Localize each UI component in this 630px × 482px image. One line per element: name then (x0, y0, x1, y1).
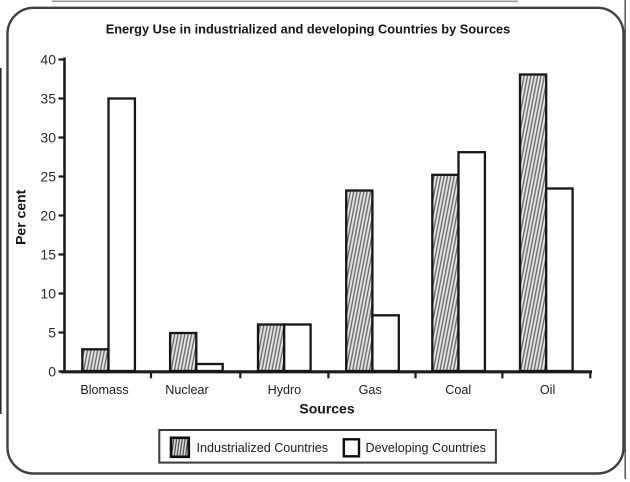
svg-text:0: 0 (48, 364, 56, 380)
svg-text:Gas: Gas (359, 383, 382, 397)
svg-text:Industrialized Countries: Industrialized Countries (197, 441, 329, 455)
svg-text:Energy Use in industrialized a: Energy Use in industrialized and develop… (106, 21, 511, 36)
svg-text:Oil: Oil (540, 383, 555, 397)
svg-text:10: 10 (40, 286, 56, 302)
svg-text:30: 30 (40, 130, 56, 146)
svg-text:5: 5 (48, 325, 56, 341)
svg-text:20: 20 (40, 208, 56, 224)
svg-text:Developing Countries: Developing Countries (366, 441, 486, 455)
svg-text:Blomass: Blomass (80, 383, 128, 397)
svg-text:Coal: Coal (445, 383, 471, 397)
svg-text:40: 40 (40, 52, 56, 68)
svg-text:Hydro: Hydro (268, 383, 302, 397)
svg-text:25: 25 (40, 169, 56, 185)
svg-text:15: 15 (40, 247, 56, 263)
svg-text:Sources: Sources (299, 401, 354, 417)
svg-text:35: 35 (40, 91, 56, 107)
svg-text:Per cent: Per cent (13, 189, 29, 245)
svg-text:Nuclear: Nuclear (165, 383, 208, 397)
